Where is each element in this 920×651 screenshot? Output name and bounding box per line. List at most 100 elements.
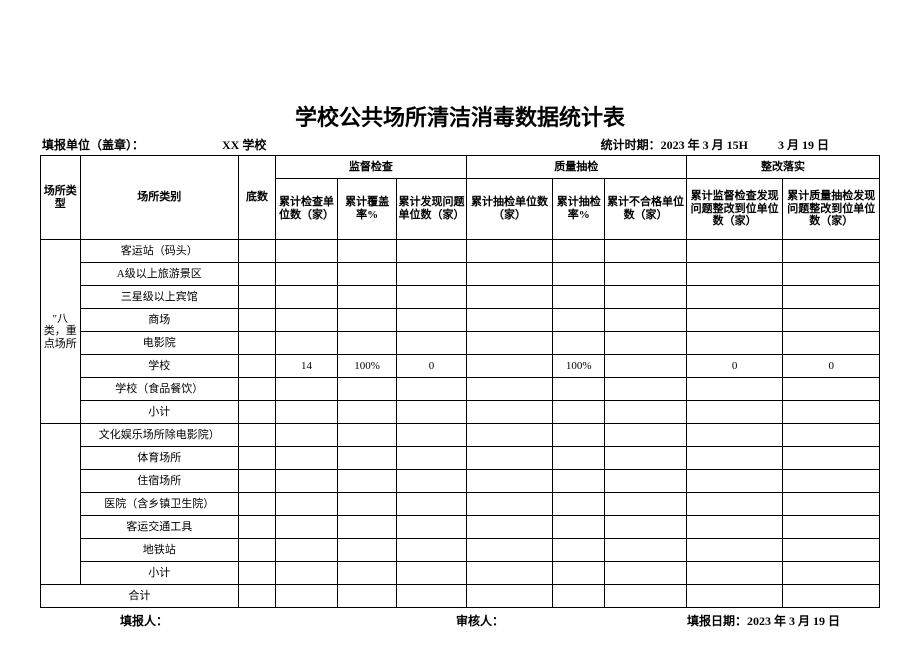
table-row: 商场 [41,309,880,332]
cell-b2 [553,401,605,424]
period-end: 3 月 19 日 [778,136,878,153]
cell-a1 [276,516,338,539]
cell-c1 [686,424,783,447]
cell-c1 [686,447,783,470]
cell-a3 [397,493,466,516]
cell-b3 [605,516,687,539]
cell-b3 [605,286,687,309]
col-c2: 累计质量抽检发现问题整改到位单位数（家） [783,179,880,240]
table-row: 电影院 [41,332,880,355]
cell-a1 [276,332,338,355]
cell-a2 [337,332,396,355]
cell-category: 小计 [80,562,238,585]
table-row: 地铁站 [41,539,880,562]
cell-a3 [397,401,466,424]
cell-a2 [337,309,396,332]
cell-a1 [276,309,338,332]
cell-b2 [553,516,605,539]
cell-b2 [553,470,605,493]
reviewer-label: 审核人： [360,612,600,629]
cell-b2 [553,286,605,309]
table-body: "八类，重点场所客运站（码头）A级以上旅游景区三星级以上宾馆商场电影院学校141… [41,240,880,608]
cell-a2 [337,562,396,585]
col-b1: 累计抽检单位数（家） [466,179,553,240]
cell-c2 [783,493,880,516]
cell-base [238,493,275,516]
cell-a2 [337,447,396,470]
cell-category: 学校 [80,355,238,378]
table-row: 学校（食品餐饮） [41,378,880,401]
cell-b1 [466,263,553,286]
cell-c1 [686,562,783,585]
cell-total [605,585,687,608]
cell-b2 [553,240,605,263]
cell-a3 [397,378,466,401]
cell-a3: 0 [397,355,466,378]
cell-b1 [466,447,553,470]
footer-row: 填报人： 审核人： 填报日期：2023 年 3 月 19 日 [40,612,880,629]
cell-c1 [686,332,783,355]
cell-c2 [783,562,880,585]
cell-a1 [276,562,338,585]
cell-category: 客运交通工具 [80,516,238,539]
cell-total [276,585,338,608]
cell-category: 客运站（码头） [80,240,238,263]
col-category: 场所类别 [80,156,238,240]
cell-a1 [276,401,338,424]
cell-b1 [466,309,553,332]
cell-base [238,286,275,309]
cell-total [466,585,553,608]
data-table: 场所类型 场所类别 底数 监督检查 质量抽检 整改落实 累计检查单位数（家） 累… [40,155,880,608]
cell-b1 [466,355,553,378]
cell-base [238,355,275,378]
cell-c1 [686,539,783,562]
cell-category: 三星级以上宾馆 [80,286,238,309]
cell-base [238,240,275,263]
cell-c1 [686,286,783,309]
cell-b3 [605,309,687,332]
cell-b2 [553,309,605,332]
cell-c1 [686,309,783,332]
cell-a1 [276,493,338,516]
cell-base [238,401,275,424]
cell-b3 [605,539,687,562]
col-type: 场所类型 [41,156,81,240]
table-row: 学校14100%0100%00 [41,355,880,378]
cell-b3 [605,493,687,516]
col-b2: 累计抽检率% [553,179,605,240]
table-row: 小计 [41,401,880,424]
cell-a1 [276,286,338,309]
cell-b2 [553,424,605,447]
total-label: 合计 [41,585,239,608]
cell-a1 [276,240,338,263]
cell-a3 [397,539,466,562]
cell-total [686,585,783,608]
cell-c2: 0 [783,355,880,378]
cell-b1 [466,562,553,585]
cell-base [238,539,275,562]
col-base: 底数 [238,156,275,240]
cell-b1 [466,539,553,562]
cell-b3 [605,470,687,493]
cell-c2 [783,470,880,493]
cell-b3 [605,240,687,263]
header-row: 填报单位（盖章）： XX 学校 统计时期：2023 年 3 月 15H 3 月 … [40,136,880,153]
cell-base [238,309,275,332]
cell-a3 [397,516,466,539]
reporter-label: 填报人： [120,612,360,629]
cell-b1 [466,424,553,447]
col-b3: 累计不合格单位数（家） [605,179,687,240]
cell-category: 体育场所 [80,447,238,470]
cell-b3 [605,447,687,470]
cell-base [238,378,275,401]
cell-a2 [337,401,396,424]
cell-c2 [783,424,880,447]
cell-a3 [397,332,466,355]
filing-unit-label: 填报单位（盖章）： [42,136,222,153]
cell-c1 [686,493,783,516]
cell-c2 [783,309,880,332]
group-b: 质量抽检 [466,156,686,179]
table-row: 小计 [41,562,880,585]
cell-c1 [686,516,783,539]
cell-c2 [783,240,880,263]
